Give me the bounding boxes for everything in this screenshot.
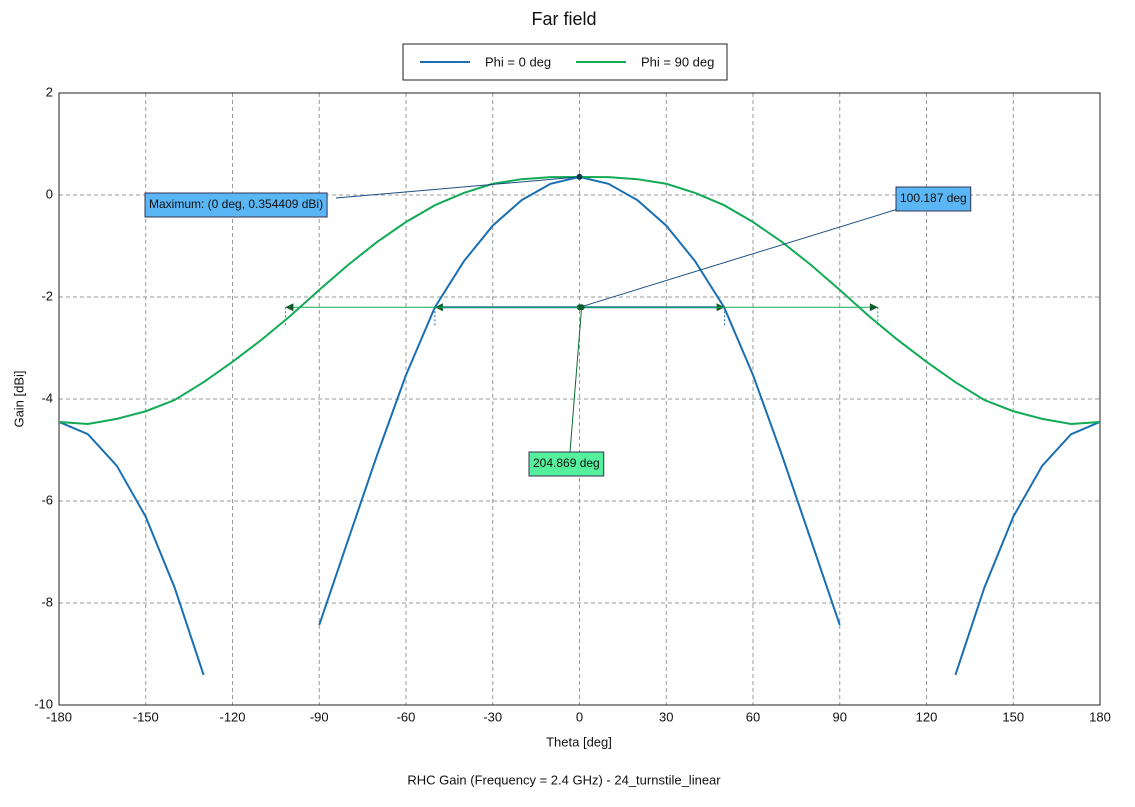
maximum-point [576,173,583,180]
x-tick-label: -120 [219,709,245,724]
chart-title: Far field [531,9,596,29]
beamwidth-label-box [895,186,972,212]
x-tick-label: 150 [1002,709,1024,724]
arrow-head [285,303,294,312]
maximum-label: Maximum: (0 deg, 0.354409 dBi) [149,197,323,211]
y-tick-label: 0 [46,186,53,201]
y-tick-label: -4 [41,390,53,405]
leader-line [579,208,899,308]
x-tick-label: 0 [576,709,583,724]
maximum-label-box [144,192,328,218]
x-tick-label: -180 [46,709,72,724]
y-tick-label: -10 [34,696,53,711]
x-tick-label: 30 [659,709,673,724]
beamwidth-label: 100.187 deg [900,191,967,205]
legend-label: Phi = 0 deg [485,54,551,69]
legend-label: Phi = 90 deg [641,54,714,69]
beamwidth-label-box [528,451,605,477]
footer: RHC Gain (Frequency = 2.4 GHz) - 24_turn… [407,772,721,787]
leader-line [335,176,580,199]
x-tick-label: 60 [746,709,760,724]
y-tick-label: 2 [46,84,53,99]
x-tick-label: -150 [133,709,159,724]
x-tick-label: -30 [483,709,502,724]
x-tick-label: 180 [1089,709,1111,724]
y-axis-label: Gain [dBi] [11,370,26,427]
beamwidth-label: 204.869 deg [533,456,600,470]
x-tick-label: -60 [397,709,416,724]
x-tick-label: -90 [310,709,329,724]
arrow-head [869,303,878,312]
plot-frame [58,92,1101,706]
x-tick-label: 120 [916,709,938,724]
x-tick-label: 90 [833,709,847,724]
y-tick-label: -6 [41,492,53,507]
y-tick-label: -2 [41,288,53,303]
x-axis-label: Theta [deg] [546,734,612,749]
leader-line [569,307,583,453]
y-tick-label: -8 [41,594,53,609]
